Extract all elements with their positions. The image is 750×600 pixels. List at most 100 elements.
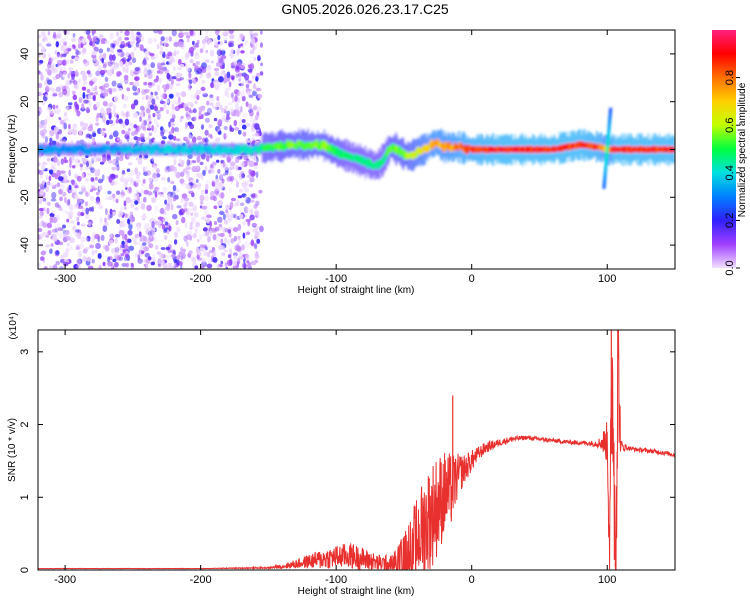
spectrogram-noise-cell: [80, 211, 85, 217]
spectrogram-noise-cell: [102, 69, 108, 73]
spectrogram-noise-cell: [124, 253, 129, 258]
spectrogram-noise-cell: [245, 254, 251, 260]
spectrogram-noise-cell: [41, 180, 46, 186]
spectrogram-noise-cell: [45, 85, 50, 93]
spectrogram-x-ticks: -300 -200 -100 0 100: [54, 30, 616, 285]
spectrogram-noise-cell: [143, 189, 150, 195]
spectrogram-noise-cell: [200, 189, 206, 195]
spectrogram-noise-cell: [247, 64, 253, 69]
spectrogram-noise-cell: [90, 157, 94, 161]
spectrogram-noise-cell: [205, 100, 209, 106]
spectrogram-noise-cell: [124, 178, 129, 185]
spectrogram-noise-cell: [111, 247, 117, 254]
spectrogram-noise-cell: [202, 45, 206, 50]
spectrogram-noise-cell: [151, 156, 155, 162]
spectrogram-noise-cell: [152, 165, 158, 171]
spectrogram-noise-cell: [161, 136, 167, 140]
spectrogram-noise-cell: [248, 94, 254, 99]
spectrogram-noise-cell: [238, 213, 244, 220]
spectrogram-noise-cell: [204, 246, 208, 251]
snr-x-axis-label: Height of straight line (km): [298, 586, 415, 597]
spectrogram-noise-cell: [65, 247, 70, 254]
spectrogram-noise-cell: [74, 185, 79, 189]
spectrogram-noise-cell: [133, 192, 140, 198]
spectrogram-noise-cell: [142, 126, 147, 132]
spectrogram-noise-cell: [185, 52, 191, 58]
spectrogram-noise-cell: [153, 118, 158, 125]
spectrogram-noise-cell: [116, 39, 120, 47]
spectrogram-noise-cell: [252, 83, 257, 90]
spectrogram-noise-cell: [173, 42, 179, 48]
spectrogram-noise-cell: [120, 110, 125, 117]
spectrogram-noise-cell: [248, 160, 255, 168]
spectrogram-noise-cell: [59, 133, 63, 140]
spectrogram-noise-cell: [114, 238, 118, 244]
spectrogram-noise-cell: [224, 262, 228, 267]
spectrogram-noise-cell: [194, 44, 200, 48]
spectrogram-noise-cell: [142, 166, 149, 171]
spectrogram-noise-cell: [81, 207, 87, 214]
spectrogram-noise-cell: [164, 166, 170, 173]
spectrogram-noise-cell: [81, 37, 87, 45]
spectrogram-noise-cell: [180, 197, 184, 204]
spectrogram-noise-cell: [237, 195, 243, 199]
spectrogram-noise-cell: [76, 175, 82, 182]
spectrogram-noise-cell: [169, 165, 175, 172]
spectrogram-noise-cell: [112, 130, 119, 138]
spectrogram-noise-cell: [80, 185, 87, 191]
spectrogram-noise-cell: [76, 258, 81, 266]
spectrogram-noise-cell: [183, 197, 190, 202]
spectrogram-noise-cell: [40, 119, 46, 126]
spectrogram-noise-cell: [62, 59, 66, 65]
spectrogram-noise-cell: [66, 218, 70, 223]
spectrogram-noise-cell: [255, 194, 259, 199]
spectrogram-noise-cell: [125, 262, 129, 268]
spectrogram-noise-cell: [221, 54, 227, 60]
spectrogram-noise-cell: [104, 76, 109, 83]
spectrogram-noise-cell: [66, 242, 70, 247]
spectrogram-noise-cell: [93, 59, 99, 67]
spectrogram-noise-cell: [115, 156, 120, 163]
spectrogram-noise-cell: [52, 93, 58, 97]
spectrogram-noise-cell: [175, 220, 179, 226]
spectrogram-noise-cell: [258, 136, 262, 143]
spectrogram-noise-cell: [170, 129, 174, 136]
spectrogram-noise-cell: [136, 136, 142, 142]
spectrogram-noise-cell: [233, 235, 238, 242]
spectrogram-noise-cell: [140, 35, 144, 42]
spectrogram-noise-cell: [46, 84, 51, 91]
spectrogram-noise-cell: [67, 73, 71, 79]
spectrogram-noise-cell: [128, 122, 134, 126]
spectrogram-noise-cell: [210, 190, 216, 198]
spectrogram-noise-cell: [159, 107, 164, 112]
spectrogram-noise-cell: [85, 207, 89, 215]
spectrogram-noise-cell: [78, 128, 83, 136]
spectrogram-noise-cell: [164, 221, 169, 226]
spectrogram-noise-cell: [75, 203, 80, 208]
spectrogram-noise-cell: [253, 243, 258, 250]
spectrogram-noise-cell: [42, 197, 47, 202]
spectrogram-ridge-cell: [152, 149, 156, 155]
spectrogram-noise-cell: [209, 102, 214, 107]
spectrogram-noise-cell: [163, 210, 166, 216]
spectrogram-noise-cell: [148, 243, 154, 249]
spectrogram-noise-cell: [147, 230, 152, 237]
spectrogram-noise-cell: [38, 162, 41, 167]
spectrogram-noise-cell: [52, 264, 58, 269]
spectrogram-noise-cell: [222, 77, 228, 84]
spectrogram-noise-cell: [90, 86, 94, 92]
spectrogram-noise-cell: [221, 178, 225, 184]
spectrogram-noise-cell: [247, 68, 253, 73]
snr-x-ticks: -300 -200 -100 0 100: [54, 330, 616, 586]
spectrogram-noise-cell: [59, 196, 63, 202]
spectrogram-noise-cell: [127, 162, 133, 166]
spectrogram-noise-cell: [184, 222, 188, 228]
spectrogram-noise-cell: [203, 112, 210, 117]
spectrogram-noise-cell: [134, 168, 138, 173]
spectrogram-noise-cell: [188, 250, 193, 255]
spectrogram-noise-cell: [185, 122, 189, 128]
spectrogram-y-tick-label: 40: [19, 48, 31, 60]
spectrogram-noise-cell: [145, 227, 150, 235]
spectrogram-noise-cell: [225, 266, 229, 269]
spectrogram-noise-cell: [70, 139, 74, 144]
